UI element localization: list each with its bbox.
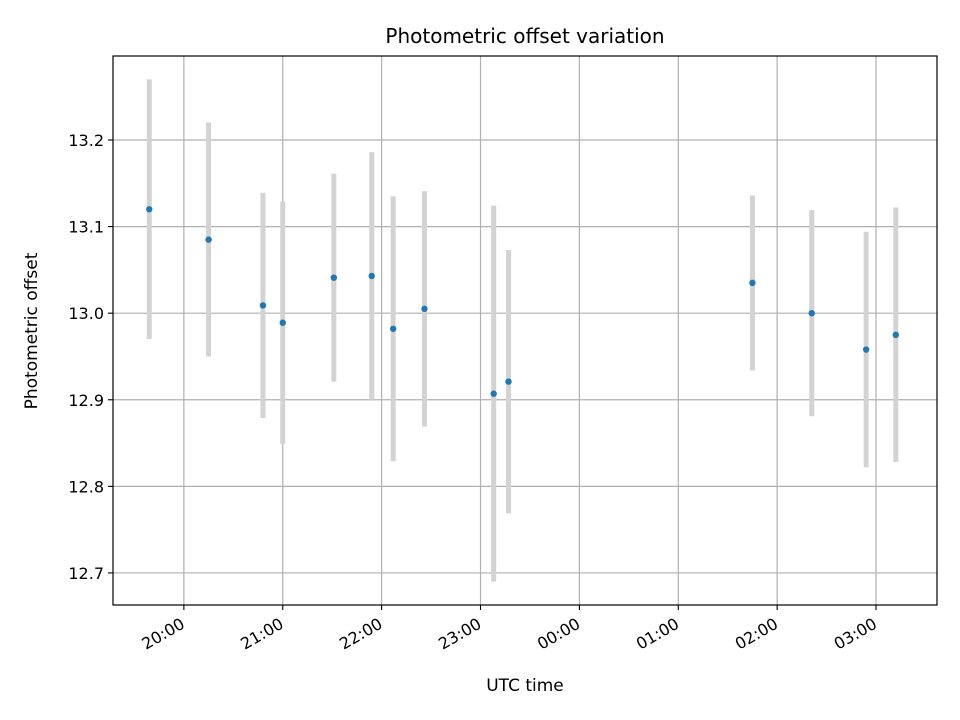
x-axis-label: UTC time <box>486 676 564 696</box>
grid <box>113 56 937 605</box>
y-tick-label: 12.7 <box>68 564 104 583</box>
data-point <box>421 305 428 313</box>
data-point <box>490 390 497 397</box>
data-point <box>749 279 756 287</box>
data-point <box>146 206 153 213</box>
data-point <box>892 331 899 339</box>
data-point <box>368 272 375 280</box>
data-points <box>146 206 899 397</box>
data-point <box>505 378 512 385</box>
y-tick-label: 13.1 <box>68 218 104 237</box>
y-tick-label: 13.2 <box>68 131 104 150</box>
data-point <box>279 319 286 326</box>
data-point <box>808 309 815 317</box>
plot-frame <box>112 55 938 606</box>
data-point <box>330 274 338 281</box>
y-tick-label: 12.8 <box>68 477 104 496</box>
data-point <box>862 346 870 353</box>
y-axis-ticks: 12.7 12.8 12.9 13.0 13.1 13.2 <box>68 131 113 583</box>
y-tick-label: 12.9 <box>68 391 104 410</box>
chart-title: Photometric offset variation <box>385 24 664 48</box>
data-point <box>259 302 267 309</box>
y-axis-label: Photometric offset <box>22 252 42 409</box>
data-point <box>389 325 397 332</box>
data-point <box>205 236 212 243</box>
y-tick-label: 13.0 <box>68 304 104 323</box>
